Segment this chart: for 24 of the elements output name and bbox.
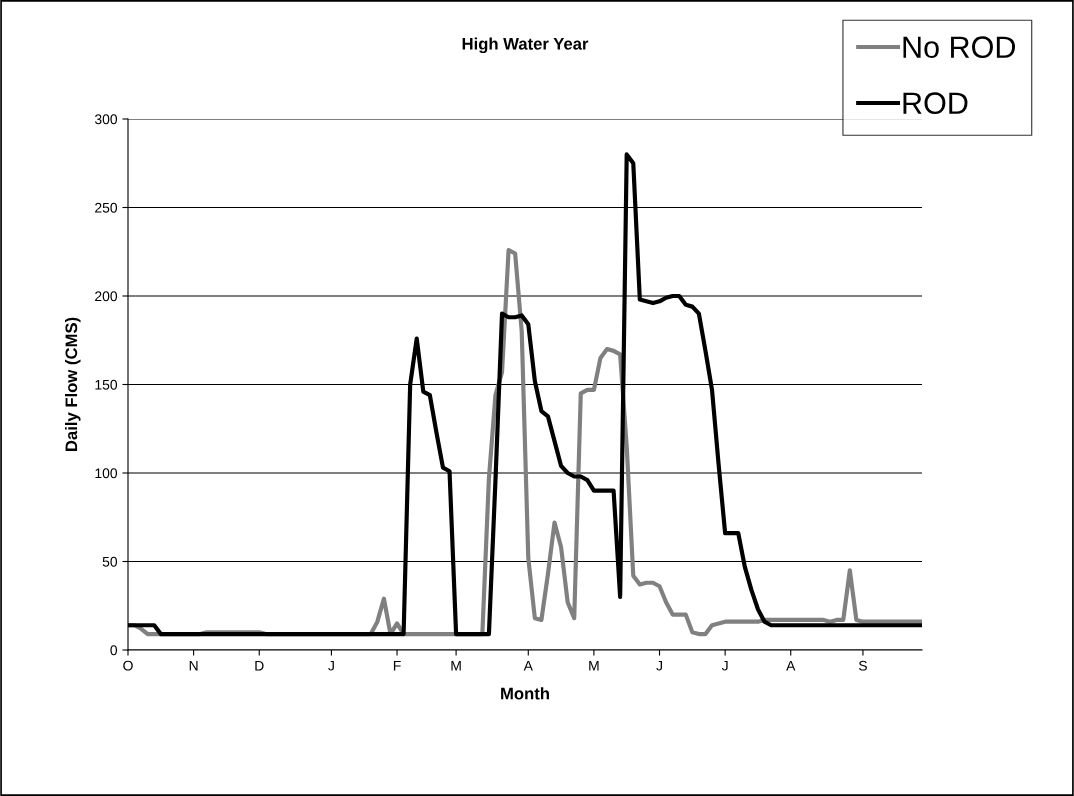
legend-label: ROD bbox=[903, 92, 968, 114]
y-tick-label: 300 bbox=[94, 114, 118, 125]
x-axis-title: Month bbox=[501, 687, 549, 700]
y-tick-label: 200 bbox=[95, 291, 118, 302]
y-tick-label: 250 bbox=[95, 202, 118, 213]
x-tick-label: N bbox=[189, 660, 198, 671]
y-tick-label: 0 bbox=[110, 645, 118, 656]
x-tick-label: J bbox=[656, 660, 662, 671]
x-tick-label: J bbox=[721, 660, 728, 671]
y-tick-label: 50 bbox=[102, 556, 118, 567]
x-tick-label: S bbox=[858, 660, 867, 671]
x-tick-label: F bbox=[393, 660, 401, 671]
chart-title: High Water Year bbox=[462, 37, 589, 54]
x-tick-label: A bbox=[786, 660, 796, 671]
y-axis-title: Daily Flow (CMS) bbox=[64, 317, 81, 451]
x-tick-label: D bbox=[255, 660, 264, 671]
x-tick-label: M bbox=[451, 660, 461, 671]
x-tick-label: J bbox=[328, 660, 334, 671]
x-tick-label: M bbox=[589, 660, 599, 671]
y-tick-label: 150 bbox=[95, 379, 118, 390]
legend-label: No ROD bbox=[903, 36, 1015, 58]
x-tick-label: O bbox=[123, 660, 133, 671]
x-tick-label: A bbox=[523, 660, 533, 671]
y-tick-label: 100 bbox=[95, 468, 118, 479]
